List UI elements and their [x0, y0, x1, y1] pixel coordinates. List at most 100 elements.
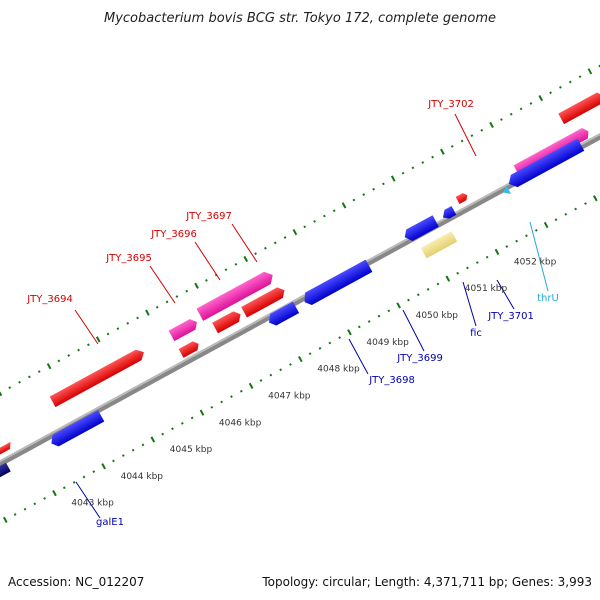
scale-tick-label: 4047 kbp	[268, 392, 311, 402]
ruler-dot	[460, 139, 464, 143]
gene-fic-feature[interactable]	[420, 231, 458, 259]
ruler-dot	[190, 416, 194, 420]
ruler-dot	[180, 422, 184, 425]
reverse-features	[0, 138, 585, 480]
gene-leader-line	[75, 481, 101, 519]
ruler-dot	[554, 218, 558, 222]
ruler-dot	[269, 373, 273, 377]
gene-jty-3696-feature[interactable]	[196, 269, 276, 321]
ruler-dot	[332, 209, 336, 213]
gene-jty-3698-feature[interactable]	[266, 301, 300, 328]
gene-jty-3699-feature[interactable]	[301, 259, 373, 308]
ruler-dot	[382, 182, 385, 186]
gene-jty-3701a-feature[interactable]	[402, 215, 439, 243]
ruler-dot	[338, 336, 341, 339]
gene-feature[interactable]	[0, 441, 13, 456]
gene-leader-line	[231, 223, 258, 263]
scale-tick-label: 4051 kbp	[465, 284, 508, 294]
gene-leader-line	[402, 309, 425, 352]
ruler-dot	[18, 380, 21, 384]
gene-label[interactable]: thrU	[537, 293, 559, 304]
gene-jty-3702-feature[interactable]	[455, 192, 469, 204]
ruler-dot	[77, 348, 80, 352]
ruler-dot	[150, 436, 156, 443]
ruler-dot	[230, 395, 233, 398]
ruler-dot	[37, 370, 41, 373]
gene-leader-line	[462, 281, 477, 327]
gene-leader-line	[496, 279, 515, 310]
gene-navy-left-feature[interactable]	[0, 462, 11, 480]
ruler-dot	[106, 332, 110, 336]
ruler-dot	[52, 489, 57, 497]
ruler-dot	[480, 128, 484, 132]
ruler-dot	[155, 305, 159, 309]
ruler-dot	[587, 68, 593, 75]
gene-leader-line	[348, 338, 369, 375]
ruler-dot	[367, 320, 371, 323]
gene-label[interactable]: JTY_3696	[150, 229, 197, 240]
ruler-dot	[82, 475, 86, 479]
gene-leader-line	[454, 113, 477, 157]
ruler-dot	[205, 279, 208, 282]
gene-jty-3695b-feature[interactable]	[178, 339, 201, 358]
gene-label[interactable]: JTY_3697	[185, 211, 232, 222]
ruler-dot	[141, 443, 145, 447]
ruler-dot	[131, 448, 135, 452]
ruler-dot	[421, 161, 425, 164]
forward-strand-dot-ruler	[0, 64, 600, 397]
gene-reverse-right-feature[interactable]	[506, 138, 585, 190]
gene-label[interactable]: JTY_3701	[487, 311, 534, 322]
gene-jty-3694-feature[interactable]	[49, 347, 147, 408]
gene-label[interactable]: fic	[470, 328, 482, 339]
ruler-dot	[401, 171, 405, 175]
gene-thru-feature[interactable]	[501, 185, 512, 197]
ruler-dot	[303, 225, 307, 229]
ruler-dot	[194, 282, 199, 289]
ruler-dot	[489, 121, 494, 129]
genome-backbone-highlight	[0, 96, 600, 501]
ruler-dot	[62, 486, 66, 490]
ruler-dot	[95, 336, 101, 343]
ruler-dot	[500, 118, 503, 121]
ruler-dot	[87, 343, 90, 347]
ruler-dot	[549, 91, 552, 95]
ruler-dot	[136, 316, 139, 320]
ruler-dot	[352, 198, 356, 202]
ruler-dot	[243, 255, 249, 263]
gene-gale1-feature[interactable]	[48, 410, 105, 449]
ruler-dot	[145, 309, 150, 316]
gene-label[interactable]: JTY_3694	[26, 294, 73, 305]
ruler-dot	[568, 80, 572, 84]
scale-tick-label: 4046 kbp	[219, 418, 262, 428]
gene-jty-3695-feature[interactable]	[168, 317, 200, 342]
ruler-dot	[199, 409, 205, 416]
ruler-dot	[396, 302, 401, 309]
ruler-dot	[224, 268, 228, 272]
ruler-dot	[33, 502, 37, 506]
ruler-dot	[2, 516, 8, 524]
ruler-dot	[323, 214, 326, 218]
ruler-dot	[220, 400, 223, 404]
ruler-dot	[362, 193, 366, 196]
ruler-dot	[416, 293, 420, 297]
ruler-dot	[436, 282, 440, 286]
gene-label[interactable]: JTY_3695	[105, 253, 152, 264]
ruler-dot	[372, 187, 375, 191]
ruler-dot	[475, 261, 479, 264]
gene-jty-3697-feature[interactable]	[241, 285, 287, 318]
gene-label[interactable]: JTY_3699	[396, 353, 443, 364]
scale-tick-label: 4048 kbp	[317, 365, 360, 375]
ruler-dot	[347, 329, 352, 336]
ruler-dot	[28, 375, 31, 379]
ruler-dot	[341, 202, 347, 209]
ruler-dot	[470, 134, 474, 138]
ruler-dot	[529, 102, 533, 105]
gene-label[interactable]: JTY_3698	[368, 375, 415, 386]
ruler-dot	[283, 236, 287, 239]
accession-text: Accession: NC_012207	[8, 575, 144, 589]
gene-forward-right-feature[interactable]	[558, 91, 600, 125]
gene-label[interactable]: JTY_3702	[427, 99, 474, 110]
gene-jty-3696b-feature[interactable]	[212, 309, 243, 334]
gene-label[interactable]: galE1	[96, 517, 124, 528]
gene-jty-3701b-feature[interactable]	[440, 206, 457, 221]
